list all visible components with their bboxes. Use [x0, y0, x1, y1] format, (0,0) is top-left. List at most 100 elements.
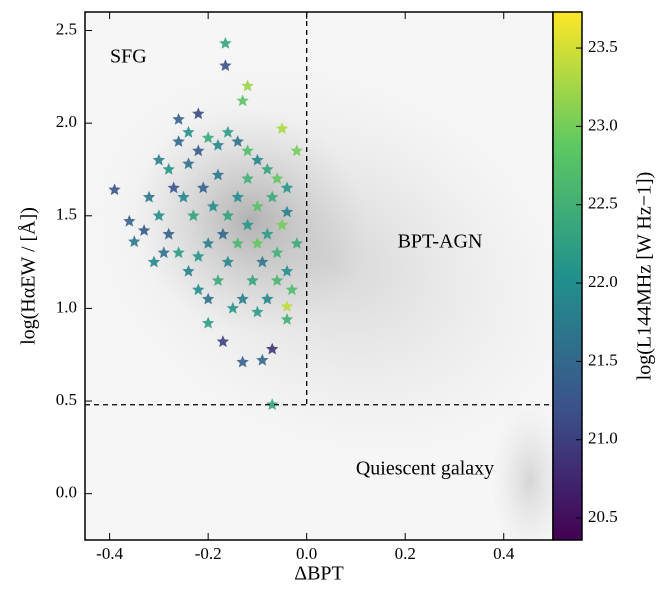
annotation: SFG	[110, 46, 147, 68]
point	[241, 218, 254, 231]
point	[270, 274, 284, 286]
point	[261, 163, 274, 175]
point	[172, 135, 185, 147]
point	[172, 113, 185, 125]
point	[251, 237, 264, 249]
point	[137, 224, 151, 236]
point	[236, 292, 249, 305]
point	[231, 237, 244, 249]
point	[231, 135, 244, 147]
annotation: Quiescent galaxy	[356, 458, 494, 480]
point	[246, 274, 259, 286]
point	[192, 283, 205, 296]
point	[261, 227, 274, 240]
point	[270, 246, 284, 259]
point	[152, 153, 166, 166]
colorbar-label: log(L144MHz [W Hz−1])	[634, 172, 656, 381]
point	[236, 355, 249, 368]
point	[202, 237, 215, 249]
point	[157, 246, 170, 259]
point	[192, 250, 205, 262]
colorbar-tick-label: 23.5	[588, 37, 618, 56]
point	[261, 292, 274, 305]
point	[285, 283, 299, 296]
point	[192, 107, 205, 120]
y-axis-label: log(HαEW / [Å])	[18, 207, 40, 345]
point	[280, 300, 294, 312]
point	[266, 190, 279, 203]
point	[216, 335, 230, 347]
point	[187, 209, 200, 221]
colorbar-tick-label: 22.0	[588, 272, 618, 291]
point	[251, 305, 264, 318]
colorbar-tick-label: 22.5	[588, 194, 618, 213]
point	[216, 227, 230, 240]
point	[162, 163, 175, 175]
colorbar	[552, 11, 583, 541]
point	[241, 79, 254, 92]
point	[211, 168, 225, 181]
point	[128, 235, 141, 247]
point	[241, 172, 254, 184]
x-tick-label: -0.2	[195, 544, 222, 563]
point	[280, 181, 294, 194]
point	[256, 255, 269, 268]
annotation: BPT-AGN	[398, 231, 483, 253]
point	[236, 94, 249, 107]
point	[226, 301, 239, 314]
point	[221, 125, 234, 138]
point	[251, 153, 264, 166]
point	[202, 316, 215, 329]
point	[192, 144, 205, 157]
point	[182, 157, 195, 170]
point	[270, 172, 284, 184]
x-tick-label: 0.4	[493, 544, 515, 563]
point	[280, 313, 294, 325]
point	[172, 246, 185, 259]
colorbar-tick-label: 23.0	[588, 115, 618, 134]
point	[108, 183, 121, 196]
point	[182, 264, 195, 277]
point	[182, 125, 195, 138]
point	[219, 37, 232, 49]
point	[211, 274, 225, 286]
point	[290, 237, 303, 249]
y-tick-label: 1.5	[56, 205, 77, 224]
y-tick-label: 0.0	[56, 483, 77, 502]
point	[256, 353, 269, 366]
point	[152, 209, 166, 221]
x-tick-label: 0.0	[296, 544, 317, 563]
y-tick-label: 1.0	[56, 297, 77, 316]
y-tick-label: 0.5	[56, 390, 77, 409]
point	[202, 131, 215, 144]
point	[142, 190, 156, 203]
point	[221, 209, 234, 221]
point	[221, 255, 234, 268]
x-tick-label: -0.4	[96, 544, 123, 563]
point	[266, 398, 279, 410]
point	[241, 144, 254, 157]
colorbar-tick-label: 21.5	[588, 350, 618, 369]
point	[280, 264, 294, 277]
point	[167, 181, 180, 194]
point	[177, 190, 190, 203]
y-tick-label: 2.5	[56, 19, 77, 38]
point	[211, 138, 225, 151]
point	[162, 227, 175, 240]
point	[197, 181, 210, 194]
point	[290, 144, 303, 157]
point	[202, 292, 215, 305]
density-background	[85, 12, 553, 540]
point	[123, 214, 136, 227]
point	[280, 205, 294, 218]
point	[231, 190, 244, 203]
y-tick-label: 2.0	[56, 112, 77, 131]
point	[275, 122, 289, 134]
colorbar-tick-label: 21.0	[588, 429, 618, 448]
point	[219, 59, 232, 71]
colorbar-tick-label: 20.5	[588, 507, 618, 526]
point	[275, 218, 289, 231]
point	[147, 255, 161, 268]
x-axis-label: ΔBPT	[294, 563, 344, 585]
